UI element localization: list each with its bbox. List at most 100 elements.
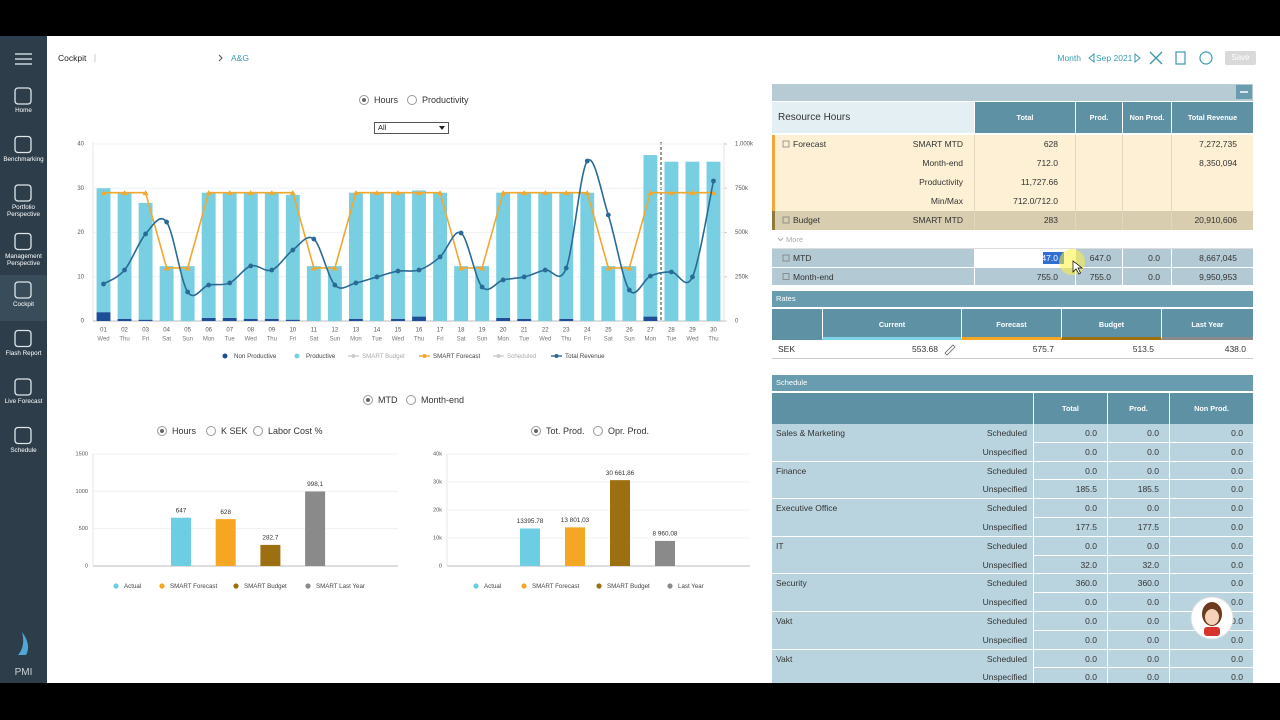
nav-label[interactable]: Management Perspective	[5, 252, 42, 267]
table-cell: 0.0	[1122, 267, 1171, 286]
period-label[interactable]: Month	[1057, 53, 1081, 63]
column-header	[772, 393, 1033, 424]
table-cell: 0.0	[1107, 424, 1169, 443]
table-cell	[1122, 135, 1171, 154]
save-button[interactable]: Save	[1225, 51, 1256, 65]
table-cell: 0.0	[1169, 480, 1253, 500]
row-type: Scheduled	[986, 465, 1027, 476]
table-cell: 0.0	[1107, 442, 1169, 462]
more-toggle[interactable]: More	[786, 235, 804, 244]
row-label-bg	[772, 154, 974, 173]
row-label: Month-end	[793, 271, 834, 282]
row-type: Scheduled	[986, 616, 1027, 626]
breadcrumb[interactable]: A&G	[231, 53, 249, 63]
table-cell: 177.5	[1107, 518, 1169, 537]
table-cell: 0.0	[1033, 461, 1107, 481]
table-cell: 575.7	[961, 340, 1061, 359]
column-header: Last Year	[1161, 309, 1253, 340]
table-cell: 0.0	[1107, 630, 1169, 650]
department-label: Vakt	[776, 616, 793, 626]
table-cell	[1075, 192, 1122, 211]
row-type: Unspecified	[982, 484, 1027, 495]
table-cell: 755.0	[1075, 267, 1122, 286]
nav-label[interactable]: Live Forecast	[4, 398, 43, 405]
table-cell: 0.0	[1107, 461, 1169, 481]
department-label: IT	[776, 540, 784, 551]
table-cell: 360.0	[1033, 574, 1107, 594]
table-cell	[1122, 154, 1171, 173]
table-cell: 0.0	[1033, 649, 1107, 669]
table-cell: 0.0	[1169, 612, 1253, 631]
table-cell: 0.0	[1033, 612, 1107, 631]
table-cell	[1075, 211, 1122, 230]
row-label-bg	[772, 649, 1033, 688]
table-cell: 647.0	[974, 249, 1075, 268]
table-cell: 0.0	[1169, 518, 1253, 537]
nav-label[interactable]: Portfolio Perspective	[7, 204, 40, 218]
table-cell: 0.0	[1169, 461, 1253, 481]
department-label: Vakt	[776, 653, 793, 664]
column-header: Non Prod.	[1122, 102, 1171, 133]
department-label: Finance	[776, 465, 807, 476]
table-cell: 0.0	[1107, 649, 1169, 669]
nav-label[interactable]: Home	[15, 107, 32, 114]
row-type: Scheduled	[986, 578, 1027, 589]
row-sub-label: Min/Max	[930, 196, 963, 206]
table-cell: 0.0	[1169, 630, 1253, 650]
table-cell: 177.5	[1033, 518, 1107, 537]
table-cell: 0.0	[1107, 536, 1169, 556]
row-group-label: Budget	[793, 215, 820, 225]
table-cell: 9,950,953	[1171, 267, 1253, 286]
bottom-bar	[0, 683, 1280, 720]
nav-label[interactable]: Cockpit	[13, 301, 34, 308]
row-label: SEK	[772, 340, 822, 359]
row-type: Unspecified	[982, 559, 1027, 570]
table-cell: 647.0	[1075, 249, 1122, 268]
column-header: Prod.	[1107, 393, 1169, 424]
nav-label[interactable]: Flash Report	[5, 349, 42, 357]
row-label-bg	[772, 135, 974, 154]
table-cell: 283	[974, 211, 1075, 230]
breadcrumb[interactable]: Cockpit	[58, 53, 87, 63]
row-label-bg	[772, 574, 1033, 612]
table-cell: 0.0	[1169, 555, 1253, 575]
nav-label[interactable]: Benchmarking	[3, 155, 44, 163]
row-label-bg	[772, 499, 1033, 537]
row-sub-label: SMART MTD	[912, 215, 963, 225]
row-type: Scheduled	[986, 653, 1027, 664]
table-cell: 0.0	[1169, 536, 1253, 556]
table-cell: 11,727.66	[974, 173, 1075, 192]
nav-label[interactable]: Schedule	[10, 446, 37, 454]
table-cell: 0.0	[1033, 499, 1107, 518]
row-label-bg	[772, 192, 974, 211]
table-title: Resource Hours	[772, 102, 974, 133]
column-header	[772, 309, 822, 340]
row-label-bg	[772, 461, 1033, 500]
department-label: Security	[776, 578, 807, 589]
filter-select[interactable]: All	[374, 122, 449, 134]
month-label[interactable]: Sep 2021	[1096, 53, 1133, 63]
table-cell	[1171, 173, 1253, 192]
table-cell: 32.0	[1033, 555, 1107, 575]
row-sub-label: SMART MTD	[912, 139, 963, 149]
table-cell	[1171, 192, 1253, 211]
row-group-label: Forecast	[793, 139, 827, 149]
more-row-bg	[772, 230, 1253, 249]
table-cell: 712.0/712.0	[974, 192, 1075, 211]
table-cell: 360.0	[1107, 574, 1169, 594]
row-label-bg	[772, 211, 974, 230]
table-cell: 438.0	[1161, 340, 1253, 359]
column-header: Total	[974, 102, 1075, 133]
table-cell: 0.0	[1169, 499, 1253, 518]
table-cell: 0.0	[1033, 536, 1107, 556]
section-header: Rates	[772, 291, 1253, 307]
table-cell: 0.0	[1033, 593, 1107, 612]
row-sub-label: Month-end	[922, 158, 963, 168]
column-header: Total	[1033, 393, 1107, 424]
row-type: Scheduled	[986, 428, 1027, 438]
table-cell: 712.0	[974, 154, 1075, 173]
table-cell: 513.5	[1061, 340, 1161, 359]
row-label: MTD	[793, 253, 812, 263]
table-cell: 628	[974, 135, 1075, 154]
